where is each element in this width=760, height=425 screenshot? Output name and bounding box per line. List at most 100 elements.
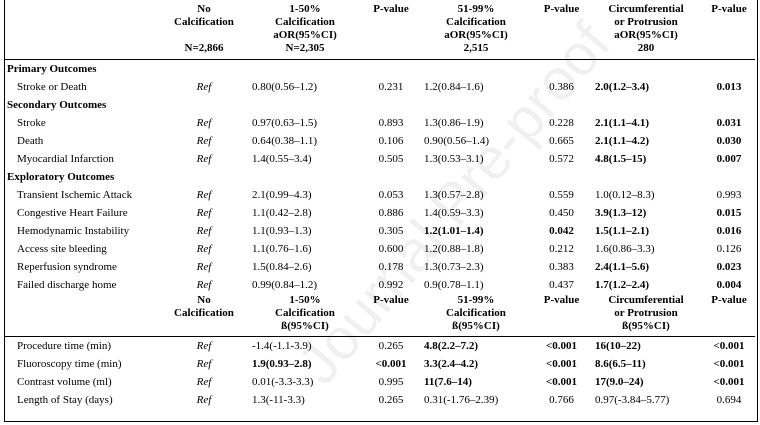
pvalue-51-99: 0.042 xyxy=(549,225,574,237)
header-top-c6-line: Circumferential xyxy=(608,3,684,15)
estimate-1-50: 1.4(0.55–3.4) xyxy=(252,153,312,165)
estimate-51-99: 1.3(0.53–3.1) xyxy=(424,153,484,165)
header-bottom-c2-line: Calcification xyxy=(275,307,335,319)
pvalue-51-99: 0.665 xyxy=(549,135,574,147)
estimate-1-50: 0.97(0.63–1.5) xyxy=(252,117,318,129)
estimate-1-50: 1.3(-11-3.3) xyxy=(252,394,305,406)
estimate-circumferential: 17(9.0–24) xyxy=(595,376,644,388)
table-row: Access site bleeding Ref 1.1(0.76–1.6) 0.60… xyxy=(5,240,755,258)
table-row: Hemodynamic Instability Ref 1.1(0.93–1.3) 0… xyxy=(5,222,755,240)
table-row: Congestive Heart Failure Ref 1.1(0.42–2.8)… xyxy=(5,204,755,222)
header-top-c2-line: N=2,305 xyxy=(285,42,325,54)
estimate-1-50: 2.1(0.99–4.3) xyxy=(252,189,312,201)
estimate-1-50: 0.64(0.38–1.1) xyxy=(252,135,318,147)
header-top-c3-line: P-value xyxy=(373,3,409,15)
estimate-circumferential: 1.7(1.2–2.4) xyxy=(595,279,650,291)
estimate-51-99: 1.2(0.84–1.6) xyxy=(424,81,484,93)
table-row: Fluoroscopy time (min) Ref 1.9(0.93–2.8) <0… xyxy=(5,355,755,373)
row-label: Reperfusion syndrome xyxy=(17,261,117,273)
header-top-c6-line: or Protrusion xyxy=(614,16,678,28)
header-bottom-c4-line: 51-99% xyxy=(457,294,495,306)
header-top-c2-line: 1-50% xyxy=(289,3,321,15)
pvalue-1-50: 0.178 xyxy=(378,261,404,273)
header-bottom-c3: P-value xyxy=(364,294,418,337)
section-title: Primary Outcomes xyxy=(7,63,97,75)
pvalue-1-50: 0.600 xyxy=(378,243,404,255)
estimate-51-99: 1.3(0.57–2.8) xyxy=(424,189,484,201)
reference-cell: Ref xyxy=(196,207,212,219)
header-top-c2-line: aOR(95%CI) xyxy=(273,29,337,41)
estimate-1-50: 1.1(0.93–1.3) xyxy=(252,225,312,237)
estimate-1-50: 1.1(0.42–2.8) xyxy=(252,207,312,219)
estimate-circumferential: 4.8(1.5–15) xyxy=(595,153,647,165)
table-frame xyxy=(4,0,758,422)
header-top-c4-line: Calcification xyxy=(446,16,506,28)
pvalue-51-99: 0.386 xyxy=(549,81,574,93)
pvalue-51-99: 0.383 xyxy=(549,261,574,273)
estimate-circumferential: 1.0(0.12–8.3) xyxy=(595,189,655,201)
header-top-c3: P-value xyxy=(364,3,418,60)
section-spacer xyxy=(589,168,703,186)
table-row: Contrast volume (ml) Ref 0.01(-3.3-3.3) 0.9… xyxy=(5,373,755,391)
section-spacer xyxy=(534,96,589,114)
pvalue-circumferential: 0.013 xyxy=(716,81,742,93)
header-top-c7: P-value xyxy=(703,3,755,60)
pvalue-circumferential: 0.030 xyxy=(716,135,742,147)
header-bottom-c5: P-value xyxy=(534,294,589,337)
section-header: Secondary Outcomes xyxy=(5,96,755,114)
header-bottom-c6-line: Circumferential xyxy=(608,294,684,306)
pvalue-circumferential: 0.993 xyxy=(716,189,742,201)
row-label: Access site bleeding xyxy=(17,243,107,255)
estimate-circumferential: 2.0(1.2–3.4) xyxy=(595,81,650,93)
header-bottom-c4-line: ß(95%CI) xyxy=(452,320,500,332)
row-label: Congestive Heart Failure xyxy=(17,207,128,219)
header-bottom-c6-line: ß(95%CI) xyxy=(622,320,670,332)
procedure-body: Procedure time (min) Ref -1.4(-1.1-3.9) 0.2… xyxy=(5,337,755,410)
reference-cell: Ref xyxy=(196,81,212,93)
header-top-c4: 51-99% Calcification aOR(95%CI) 2,515 xyxy=(418,3,534,60)
section-spacer xyxy=(364,168,418,186)
reference-cell: Ref xyxy=(196,135,212,147)
estimate-1-50: 1.5(0.84–2.6) xyxy=(252,261,312,273)
section-header: Exploratory Outcomes xyxy=(5,168,755,186)
section-spacer xyxy=(162,168,246,186)
estimate-51-99: 1.3(0.73–2.3) xyxy=(424,261,484,273)
reference-cell: Ref xyxy=(196,189,212,201)
section-spacer xyxy=(534,168,589,186)
outcomes-body: Primary Outcomes Stroke or Death Ref 0.80(0… xyxy=(5,60,755,295)
pvalue-51-99: 0.450 xyxy=(549,207,574,219)
estimate-1-50: 1.9(0.93–2.8) xyxy=(252,358,312,370)
header-top-c2-line: Calcification xyxy=(275,16,335,28)
pvalue-1-50: 0.106 xyxy=(378,135,404,147)
header-top-c4-line: 2,515 xyxy=(463,42,489,54)
pvalue-51-99: 0.572 xyxy=(549,153,574,165)
pvalue-51-99: <0.001 xyxy=(545,340,578,352)
estimate-1-50: 1.1(0.76–1.6) xyxy=(252,243,312,255)
table-row: Stroke or Death Ref 0.80(0.56–1.2) 0.231 1.2… xyxy=(5,78,755,96)
header-blank-2 xyxy=(5,294,162,337)
estimate-51-99: 1.2(0.88–1.8) xyxy=(424,243,484,255)
header-top-c4-line: aOR(95%CI) xyxy=(444,29,508,41)
section-spacer xyxy=(246,96,364,114)
estimate-circumferential: 16(10–22) xyxy=(595,340,641,352)
estimate-51-99: 0.90(0.56–1.4) xyxy=(424,135,490,147)
header-top-c7-line: P-value xyxy=(711,3,747,15)
estimate-1-50: -1.4(-1.1-3.9) xyxy=(252,340,312,352)
section-spacer xyxy=(246,60,364,79)
header-bottom-c6: Circumferential or Protrusion ß(95%CI) xyxy=(589,294,703,337)
section-spacer xyxy=(364,96,418,114)
estimate-circumferential: 8.6(6.5–11) xyxy=(595,358,646,370)
section-spacer xyxy=(589,96,703,114)
table-row: Length of Stay (days) Ref 1.3(-11-3.3) 0.26… xyxy=(5,391,755,409)
estimate-circumferential: 3.9(1.3–12) xyxy=(595,207,647,219)
section-spacer xyxy=(418,96,534,114)
header-top-c2: 1-50% Calcification aOR(95%CI) N=2,305 xyxy=(246,3,364,60)
section-title: Secondary Outcomes xyxy=(7,99,107,111)
section-spacer xyxy=(246,168,364,186)
pvalue-circumferential: 0.126 xyxy=(716,243,742,255)
reference-cell: Ref xyxy=(196,279,212,291)
estimate-51-99: 1.4(0.59–3.3) xyxy=(424,207,484,219)
pvalue-circumferential: <0.001 xyxy=(713,376,745,388)
row-label: Hemodynamic Instability xyxy=(17,225,130,237)
outcomes-table: No Calcification N=2,866 1-50% Calcificatio… xyxy=(5,3,755,409)
